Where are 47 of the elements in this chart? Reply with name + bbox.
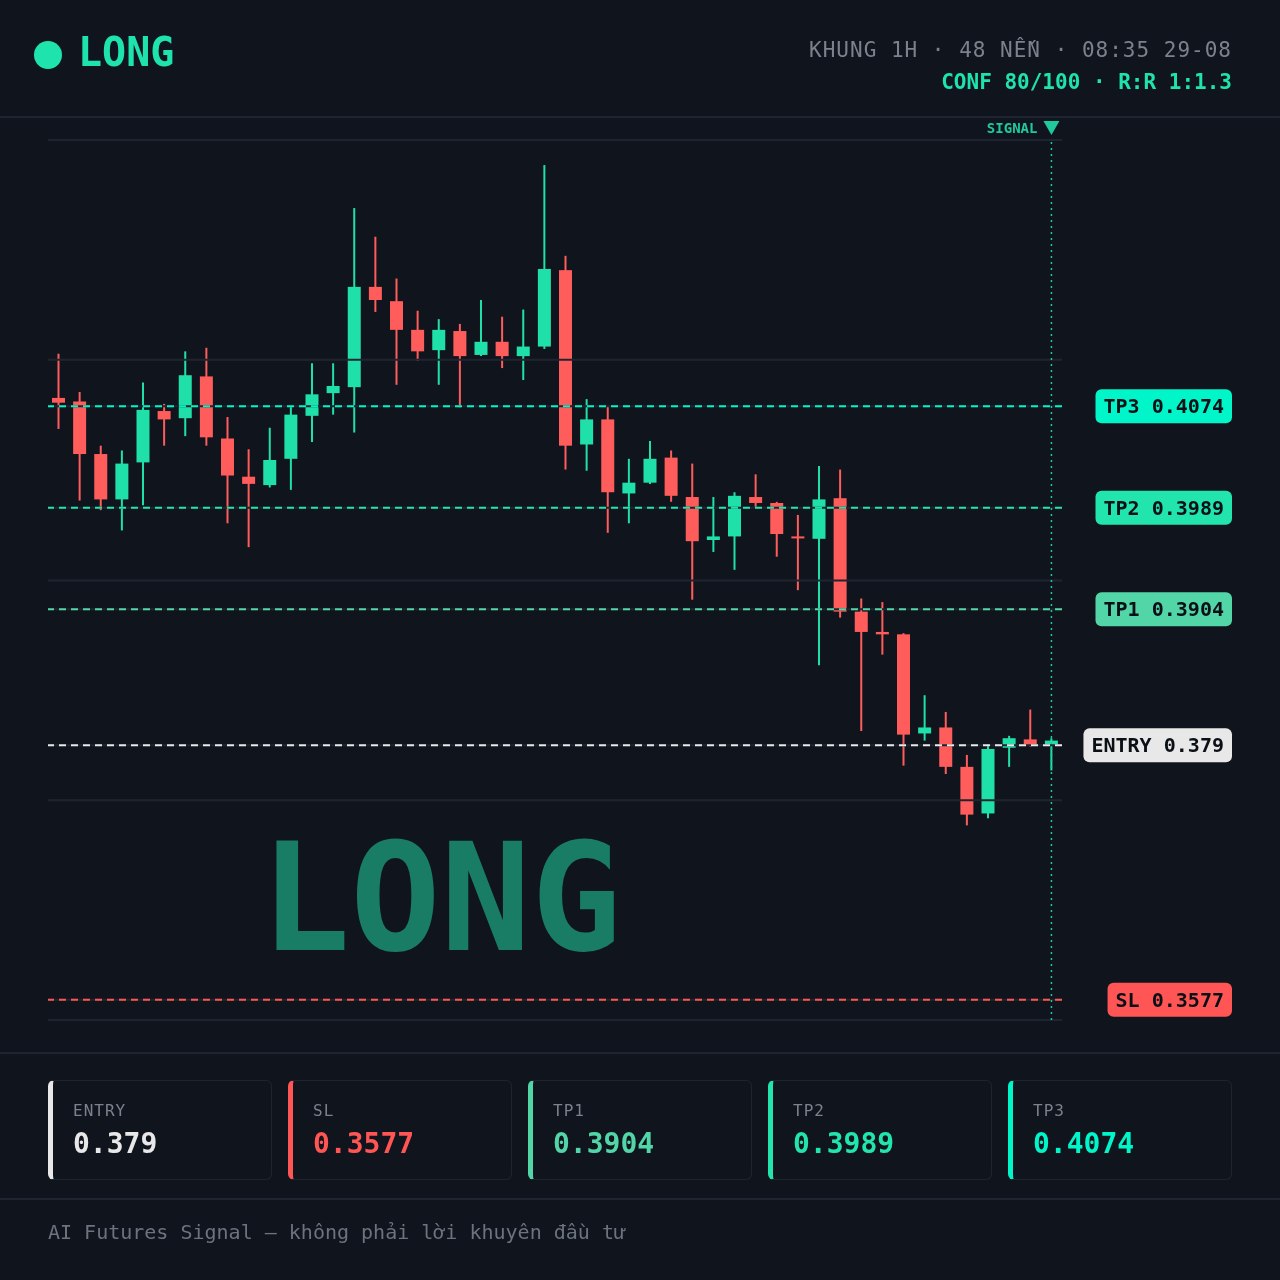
candlestick — [326, 362, 340, 416]
card: TP2 0.3989 — [768, 1080, 992, 1180]
candlestick — [242, 448, 256, 549]
annotation: LONG — [260, 811, 622, 985]
candlestick — [516, 308, 530, 381]
chart-title: LONG — [78, 29, 175, 75]
data-label: 0.3577 — [313, 1127, 415, 1161]
category-label: TP3 — [1033, 1101, 1065, 1120]
ref-line-label: TP1 — [1103, 597, 1140, 622]
candlestick — [368, 235, 382, 313]
candlestick — [305, 362, 319, 444]
category-label: TP2 — [793, 1101, 825, 1120]
ref-line-label: TP3 — [1103, 394, 1140, 419]
candlestick — [495, 315, 509, 370]
card: ENTRY 0.379 — [48, 1080, 272, 1180]
text: AI Futures Signal — không phải lời khuyên đầu tư — [48, 1220, 626, 1244]
candlestick — [643, 439, 657, 485]
category-label: TP1 — [553, 1101, 585, 1120]
data-label: 0.3989 — [793, 1127, 895, 1161]
card: SL 0.3577 — [288, 1080, 512, 1180]
data-label: 0.3904 — [553, 1127, 655, 1161]
card: TP3 0.4074 — [1008, 1080, 1232, 1180]
y-tick-label: 0.4074 — [1151, 394, 1224, 419]
candlestick — [157, 402, 171, 447]
card: TP1 0.3904 — [528, 1080, 752, 1180]
candlestick — [411, 309, 425, 362]
candlestick — [432, 318, 446, 386]
candlestick — [854, 597, 868, 733]
data-label: 0.4074 — [1033, 1127, 1135, 1161]
y-tick-label: 0.3989 — [1151, 495, 1224, 520]
ref-line-label: SL — [1115, 987, 1140, 1012]
candlestick — [474, 299, 488, 358]
y-tick-label: 0.3577 — [1151, 987, 1224, 1012]
candlestick — [918, 694, 932, 742]
data-label: 0.379 — [73, 1127, 158, 1161]
text: CONF 80/100 · R:R 1:1.3 — [941, 70, 1232, 94]
ref-line-label: TP2 — [1103, 495, 1140, 520]
y-tick-label: 0.379 — [1163, 733, 1224, 758]
candlestick — [749, 473, 763, 509]
candlestick — [791, 513, 805, 592]
category-label: ENTRY — [73, 1101, 127, 1120]
ref-line-label: ENTRY — [1091, 733, 1152, 758]
text: SIGNAL — [986, 120, 1038, 136]
y-tick-label: 0.3904 — [1151, 597, 1224, 622]
candlestick — [52, 352, 65, 430]
category-label: SL — [313, 1101, 335, 1120]
chart-subtitle: KHUNG 1H · 48 NẾN · 08:35 29-08 — [809, 38, 1232, 62]
